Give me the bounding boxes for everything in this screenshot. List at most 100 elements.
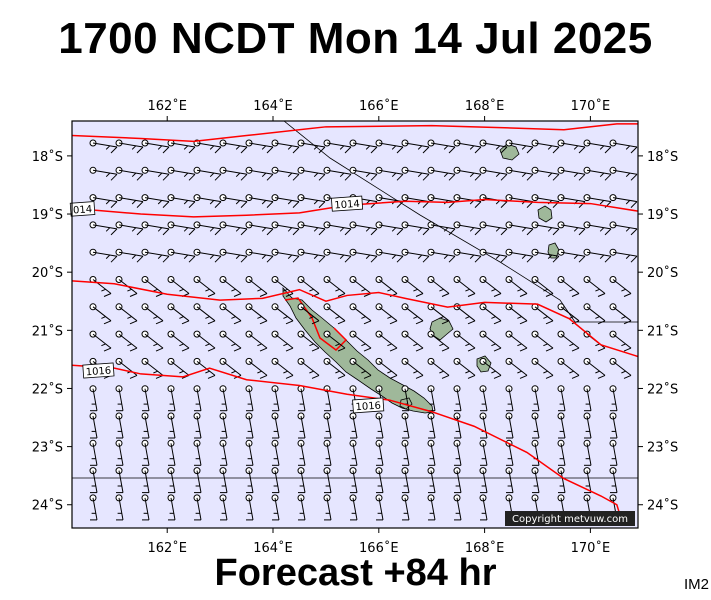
wind-barb bbox=[219, 166, 248, 181]
wind-barb bbox=[531, 303, 554, 325]
wind-barb bbox=[193, 248, 222, 263]
lon-label-bottom: 168˚E bbox=[465, 540, 505, 556]
wind-barb bbox=[193, 494, 202, 521]
wind-barb bbox=[115, 303, 138, 325]
wind-barb bbox=[297, 357, 320, 379]
wind-barb bbox=[505, 303, 528, 325]
wind-barb bbox=[193, 221, 222, 236]
isobars bbox=[72, 123, 638, 523]
wind-barb bbox=[401, 221, 430, 236]
wind-barb bbox=[219, 276, 242, 297]
wind-barb bbox=[557, 439, 566, 466]
wind-barb bbox=[609, 330, 632, 352]
wind-barb bbox=[115, 166, 144, 181]
wind-barb bbox=[193, 330, 216, 352]
lon-label-bottom: 166˚E bbox=[359, 540, 399, 556]
wind-barb bbox=[349, 303, 372, 325]
lat-label-right: 20˚S bbox=[647, 265, 678, 281]
wind-barb bbox=[89, 303, 112, 325]
wind-barb bbox=[271, 494, 280, 521]
lat-label-left: 20˚S bbox=[32, 265, 63, 281]
wind-barb bbox=[401, 248, 430, 263]
wind-barb bbox=[401, 276, 424, 297]
wind-barb bbox=[427, 303, 450, 325]
svg-text:014: 014 bbox=[73, 204, 93, 216]
wind-barb bbox=[297, 467, 306, 494]
wind-barb bbox=[453, 467, 462, 494]
wind-barb bbox=[89, 248, 118, 263]
wind-barb bbox=[479, 494, 488, 521]
wind-barb bbox=[141, 194, 170, 208]
wind-barb bbox=[219, 139, 248, 154]
wind-barb bbox=[349, 221, 378, 236]
wind-barb bbox=[297, 221, 326, 236]
lon-label-top: 162˚E bbox=[147, 98, 187, 114]
wind-barb bbox=[583, 357, 606, 379]
wind-barb bbox=[505, 276, 528, 297]
wind-barb bbox=[245, 439, 254, 466]
wind-barb bbox=[479, 467, 488, 494]
wind-barb bbox=[89, 494, 98, 521]
land-layer bbox=[72, 121, 638, 479]
wind-barb bbox=[219, 494, 228, 521]
wind-barb bbox=[375, 439, 384, 466]
lat-label-right: 19˚S bbox=[647, 207, 678, 223]
wind-barb bbox=[323, 494, 332, 521]
wind-barb bbox=[245, 194, 274, 208]
wind-barb bbox=[401, 494, 410, 521]
wind-barb bbox=[193, 276, 216, 297]
vanuatu-island-south bbox=[547, 242, 560, 259]
wind-barb bbox=[115, 385, 124, 412]
wind-barb bbox=[583, 467, 592, 494]
wind-barb bbox=[427, 221, 456, 236]
wind-barb bbox=[323, 467, 332, 494]
wind-barb bbox=[505, 139, 534, 154]
wind-barb bbox=[557, 385, 566, 412]
isobar-label: 1016 bbox=[352, 397, 385, 414]
wind-barb bbox=[141, 357, 164, 379]
axis-ticks: 162˚E 162˚E 164˚E 164˚E 166˚E 166˚E 168˚E 168˚E… bbox=[32, 98, 679, 556]
wind-barb bbox=[141, 412, 150, 439]
wind-barb bbox=[557, 166, 586, 181]
wind-barb bbox=[167, 166, 196, 181]
wind-barb bbox=[349, 357, 372, 379]
wind-barb bbox=[245, 248, 274, 263]
wind-barb bbox=[505, 166, 534, 181]
wind-barb bbox=[193, 357, 216, 379]
wind-barb bbox=[531, 357, 554, 379]
wind-barb bbox=[219, 439, 228, 466]
wind-barb bbox=[349, 166, 378, 181]
forecast-label: Forecast +84 hr bbox=[214, 552, 497, 594]
svg-text:1014: 1014 bbox=[334, 199, 360, 212]
wind-barb bbox=[531, 166, 560, 181]
wind-barb bbox=[479, 357, 502, 379]
wind-barb bbox=[193, 303, 216, 325]
wind-barb bbox=[375, 494, 384, 521]
wind-barb bbox=[375, 303, 398, 325]
wind-barb bbox=[349, 330, 372, 352]
wind-barb bbox=[193, 194, 222, 208]
wind-barb bbox=[479, 248, 508, 263]
isobar-labels: 014 1014 1016 1016 bbox=[69, 195, 385, 414]
wind-barb bbox=[427, 330, 450, 352]
wind-barb bbox=[193, 412, 202, 439]
wind-barb bbox=[609, 467, 618, 494]
lon-label-top: 164˚E bbox=[253, 98, 293, 114]
wind-barb bbox=[505, 385, 514, 412]
wind-barb bbox=[427, 248, 456, 263]
wind-barb bbox=[349, 439, 358, 466]
wind-barb bbox=[219, 330, 242, 352]
wind-barb bbox=[141, 494, 150, 521]
wind-barbs bbox=[89, 139, 638, 521]
wind-barb bbox=[609, 194, 638, 208]
wind-barb bbox=[401, 139, 430, 154]
wind-barb bbox=[453, 221, 482, 236]
wind-barb bbox=[193, 166, 222, 181]
wind-barb bbox=[557, 330, 580, 352]
wind-barb bbox=[167, 330, 190, 352]
wind-barb bbox=[349, 494, 358, 521]
wind-barb bbox=[401, 303, 424, 325]
wind-barb bbox=[271, 385, 280, 412]
lat-label-left: 18˚S bbox=[32, 149, 63, 165]
wind-barb bbox=[297, 385, 306, 412]
